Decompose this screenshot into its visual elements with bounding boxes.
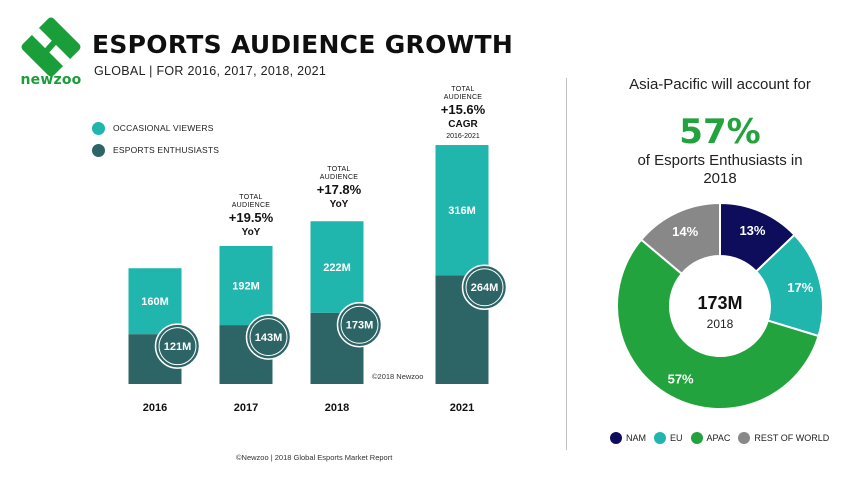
bar-legend: OCCASIONAL VIEWERS ESPORTS ENTHUSIASTS <box>92 118 219 162</box>
bar-badge-ring <box>465 268 504 307</box>
bar-occasional-2018 <box>310 221 364 313</box>
legend-dot-icon <box>738 432 751 444</box>
stat-outro: of Esports Enthusiasts in 2018 <box>637 152 803 187</box>
legend-dot-icon <box>654 432 666 444</box>
newzoo-logo <box>21 17 81 77</box>
bar-label-enthusiasts: 121M <box>164 341 192 353</box>
donut-slice-rest-of-world <box>639 201 721 276</box>
annotation-value: +15.6% <box>440 102 486 117</box>
bar-occasional-2016 <box>128 268 182 335</box>
bar-occasional-2017 <box>219 245 273 326</box>
pie-legend-item: APAC <box>690 432 731 444</box>
pie-legend-label: EU <box>670 433 683 443</box>
chart-copyright: ©2018 Newzoo <box>372 372 424 381</box>
bar-chart: 160M 121M 2016 192M 143M 2017 222M 173M 2018 316M… <box>128 145 508 414</box>
annotation-value: +17.8% <box>316 182 362 197</box>
bar-label-enthusiasts: 143M <box>255 332 283 344</box>
bar-label-enthusiasts: 264M <box>471 282 499 294</box>
pie-legend-label: APAC <box>706 433 731 443</box>
pie-legend: NAM EU APAC REST OF WORLD <box>610 432 837 444</box>
bar-label-occasional: 160M <box>141 296 169 308</box>
donut-slice-label: 14% <box>672 224 698 239</box>
bar-badge-2016 <box>154 323 201 369</box>
legend-item-enthusiasts: ESPORTS ENTHUSIASTS <box>92 140 219 160</box>
bar-badge-2018 <box>336 301 383 348</box>
bar-label-occasional: 192M <box>232 281 260 293</box>
annotation-unit: YoY <box>241 227 261 238</box>
bar-label-occasional: 316M <box>448 205 476 217</box>
stat-intro: Asia-Pacific will account for <box>629 76 811 93</box>
pie-legend-item: REST OF WORLD <box>738 432 829 444</box>
bar-badge-2021 <box>461 264 508 310</box>
bar-occasional-2021 <box>435 145 489 276</box>
annotation-unit: CAGR <box>448 119 478 130</box>
brand-name: newzoo <box>20 72 82 88</box>
x-tick-label: 2018 <box>325 402 349 414</box>
bar-badge-ring <box>340 305 379 344</box>
donut-slice-label: 13% <box>739 223 765 238</box>
page-subtitle: GLOBAL | FOR 2016, 2017, 2018, 2021 <box>94 64 327 78</box>
legend-item-occasional: OCCASIONAL VIEWERS <box>92 118 219 138</box>
pie-legend-label: NAM <box>626 433 646 443</box>
annotation-label: TOTAL AUDIENCE <box>319 166 359 181</box>
legend-dot-icon <box>610 432 622 444</box>
bar-label-enthusiasts: 173M <box>346 320 374 332</box>
donut-center-value: 173M <box>697 293 742 313</box>
pie-legend-label: REST OF WORLD <box>754 433 830 443</box>
x-tick-label: 2017 <box>234 402 258 414</box>
pie-legend-item: EU <box>654 432 683 444</box>
annotation-2021: TOTAL AUDIENCE +15.6% CAGR 2016-2021 <box>418 86 508 141</box>
x-tick-label: 2016 <box>143 402 167 414</box>
legend-dot-icon <box>690 432 703 444</box>
annotation-unit: YoY <box>329 199 349 210</box>
legend-dot-icon <box>92 143 105 157</box>
legend-label: ESPORTS ENTHUSIASTS <box>113 145 220 155</box>
pie-legend-item: NAM <box>610 432 646 444</box>
annotation-period: 2016-2021 <box>446 133 480 140</box>
donut-slice-apac <box>616 238 820 410</box>
donut-slice-eu <box>754 233 824 338</box>
annotation-2017: TOTAL AUDIENCE +19.5% YoY <box>206 194 296 240</box>
annotation-label: TOTAL AUDIENCE <box>231 194 271 209</box>
donut-center-label: 2018 <box>707 317 734 331</box>
bar-badge-ring <box>158 327 197 366</box>
annotation-2018: TOTAL AUDIENCE +17.8% YoY <box>294 166 384 212</box>
bar-label-occasional: 222M <box>323 262 351 274</box>
annotation-value: +19.5% <box>228 210 274 225</box>
donut-slice-label: 17% <box>787 280 813 295</box>
donut-slice-label: 57% <box>668 371 694 386</box>
page-title: ESPORTS AUDIENCE GROWTH <box>92 30 514 59</box>
footnote: ©Newzoo | 2018 Global Esports Market Rep… <box>236 453 393 462</box>
donut-slice-nam <box>719 201 796 273</box>
annotation-label: TOTAL AUDIENCE <box>443 86 483 101</box>
stat-highlight: 57% <box>679 112 761 152</box>
legend-label: OCCASIONAL VIEWERS <box>113 123 214 133</box>
bar-badge-2017 <box>245 314 292 360</box>
divider <box>566 78 567 450</box>
legend-dot-icon <box>92 121 105 135</box>
bar-badge-ring <box>249 318 288 357</box>
x-tick-label: 2021 <box>450 402 474 414</box>
